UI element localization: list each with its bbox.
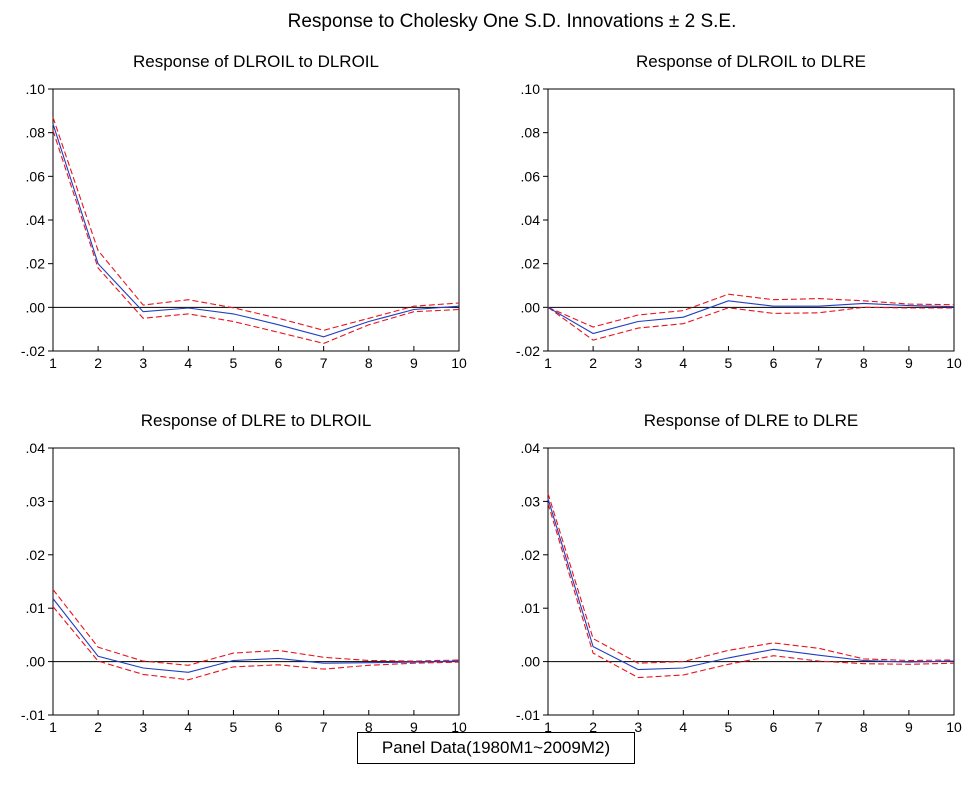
- y-tick-label: .00: [521, 299, 541, 315]
- series-upper-line: [547, 293, 955, 328]
- x-tick-label: 9: [410, 355, 418, 371]
- x-tick-label: 4: [184, 719, 192, 735]
- series-lower-line: [52, 130, 460, 344]
- x-tick-label: 4: [184, 355, 192, 371]
- series-lower-line: [52, 606, 460, 681]
- y-tick-label: .08: [521, 125, 541, 141]
- panel-title: Response of DLROIL to DLROIL: [133, 52, 379, 71]
- x-tick-label: 1: [49, 719, 57, 735]
- x-tick-label: 8: [860, 355, 868, 371]
- x-tick-label: 2: [589, 355, 597, 371]
- series-upper-line: [52, 117, 460, 331]
- figure-title: Response to Cholesky One S.D. Innovation…: [288, 11, 737, 32]
- irf-panel-1: Response of DLROIL to DLROIL -.02 .00 .02 .0…: [21, 52, 467, 371]
- x-tick-label: 2: [589, 719, 597, 735]
- x-tick-label: 9: [410, 719, 418, 735]
- y-tick-label: .00: [26, 299, 46, 315]
- x-tick-label: 8: [365, 719, 373, 735]
- x-tick-label: 4: [679, 355, 687, 371]
- series-response-line: [547, 300, 955, 335]
- irf-panel-3: Response of DLRE to DLROIL -.01 .00 .01 .02.…: [21, 411, 467, 735]
- x-tick-label: 3: [634, 355, 642, 371]
- x-tick-label: 9: [905, 355, 913, 371]
- y-tick-label: .06: [521, 168, 541, 184]
- x-tick-label: 7: [320, 719, 328, 735]
- y-tick-label: .08: [26, 125, 46, 141]
- y-tick-label: .01: [26, 600, 46, 616]
- irf-panel-2: Response of DLROIL to DLRE -.02 .00 .02 .04.…: [516, 52, 962, 371]
- y-tick-label: .02: [26, 256, 46, 272]
- x-tick-label: 1: [544, 355, 552, 371]
- y-tick-label: .04: [521, 440, 541, 456]
- x-tick-label: 1: [544, 719, 552, 735]
- y-tick-label: .03: [521, 493, 541, 509]
- plot-frame: [547, 88, 955, 352]
- x-tick-label: 7: [320, 355, 328, 371]
- panel-title: Response of DLRE to DLRE: [644, 411, 859, 430]
- y-tick-label: .01: [521, 600, 541, 616]
- y-tick-label: -.01: [21, 707, 45, 723]
- y-tick-label: .04: [26, 440, 46, 456]
- y-tick-label: -.02: [516, 343, 540, 359]
- y-tick-label: -.02: [21, 343, 45, 359]
- y-tick-label: .02: [26, 547, 46, 563]
- x-tick-label: 5: [725, 719, 733, 735]
- x-tick-label: 8: [365, 355, 373, 371]
- x-tick-label: 5: [725, 355, 733, 371]
- y-tick-label: .02: [521, 547, 541, 563]
- y-tick-label: .02: [521, 256, 541, 272]
- y-tick-label: .06: [26, 168, 46, 184]
- x-tick-label: 1: [49, 355, 57, 371]
- y-tick-label: .04: [26, 212, 46, 228]
- x-tick-label: 6: [770, 719, 778, 735]
- series-response-line: [52, 598, 460, 673]
- panel-title: Response of DLRE to DLROIL: [141, 411, 372, 430]
- x-tick-label: 7: [815, 719, 823, 735]
- y-tick-label: .10: [26, 81, 46, 97]
- x-tick-label: 9: [905, 719, 913, 735]
- x-tick-label: 5: [230, 355, 238, 371]
- plot-frame: [547, 447, 955, 716]
- plot-frame: [52, 447, 460, 716]
- y-tick-label: .10: [521, 81, 541, 97]
- panels: Response of DLROIL to DLROIL -.02 .00 .02 .0…: [21, 52, 962, 735]
- y-tick-label: .03: [26, 493, 46, 509]
- y-tick-label: -.01: [516, 707, 540, 723]
- x-tick-label: 10: [946, 355, 962, 371]
- y-tick-label: .00: [521, 654, 541, 670]
- panel-title: Response of DLROIL to DLRE: [636, 52, 866, 71]
- x-tick-label: 3: [139, 719, 147, 735]
- x-tick-label: 3: [634, 719, 642, 735]
- x-tick-label: 3: [139, 355, 147, 371]
- x-tick-label: 4: [679, 719, 687, 735]
- x-tick-label: 2: [94, 719, 102, 735]
- x-tick-label: 10: [451, 719, 467, 735]
- x-tick-label: 7: [815, 355, 823, 371]
- x-tick-label: 6: [275, 719, 283, 735]
- x-tick-label: 5: [230, 719, 238, 735]
- x-tick-label: 10: [946, 719, 962, 735]
- x-tick-label: 6: [770, 355, 778, 371]
- footer-caption: Panel Data(1980M1~2009M2): [357, 732, 635, 764]
- series-response-line: [547, 498, 955, 671]
- irf-panel-4: Response of DLRE to DLRE -.01 .00 .01 .02 .03…: [516, 411, 962, 735]
- series-upper-line: [52, 589, 460, 666]
- plot-frame: [52, 88, 460, 352]
- y-tick-label: .00: [26, 654, 46, 670]
- x-tick-label: 6: [275, 355, 283, 371]
- y-tick-label: .04: [521, 212, 541, 228]
- x-tick-label: 2: [94, 355, 102, 371]
- x-tick-label: 10: [451, 355, 467, 371]
- x-tick-label: 8: [860, 719, 868, 735]
- series-lower-line: [547, 306, 954, 341]
- series-upper-line: [547, 493, 955, 664]
- series-response-line: [52, 123, 460, 338]
- series-lower-line: [547, 503, 955, 679]
